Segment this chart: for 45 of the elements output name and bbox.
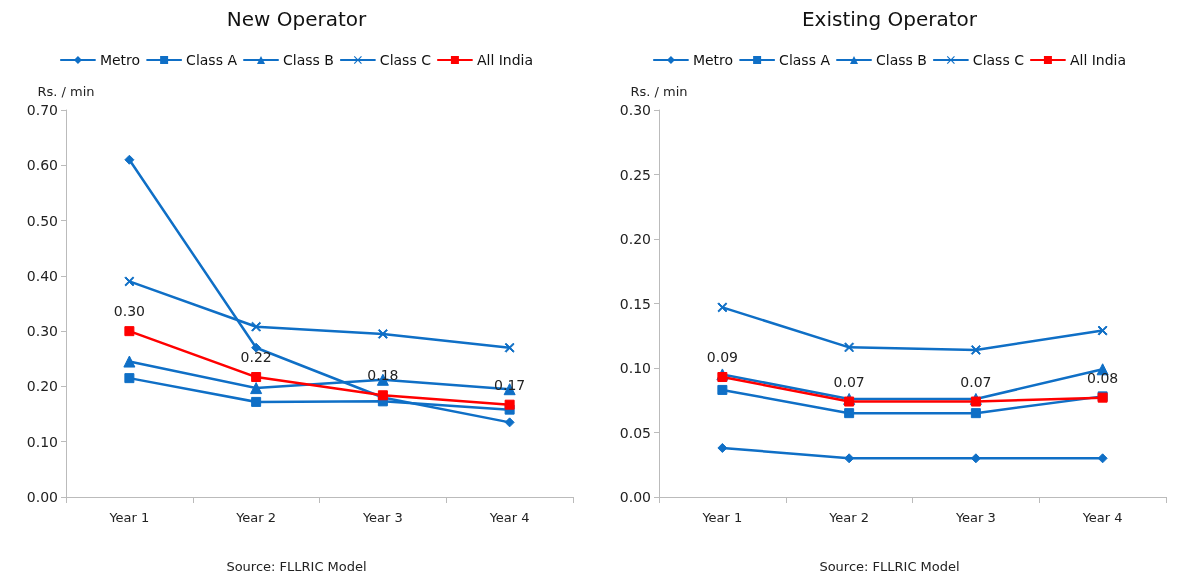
source-note: Source: FLLRIC Model [226,559,367,574]
y-tick-label: 0.00 [619,489,651,505]
y-tick-label: 0.50 [26,212,58,229]
legend-label: Class A [779,52,831,68]
legend-label: Class A [186,52,238,68]
y-tick-label: 0.30 [619,102,651,118]
legend-label: Metro [99,52,141,68]
y-tick-label: 0.40 [26,267,58,284]
y-tick-label: 0.30 [26,323,58,340]
y-tick-label: 0.10 [619,360,651,376]
y-axis-title: Rs. / min [37,84,95,99]
x-tick-label: Year 1 [108,510,150,525]
x-tick-label: Year 3 [361,510,403,525]
x-tick-label: Year 2 [235,510,277,525]
legend-label: Class B [875,52,927,68]
legend-label: Class C [379,52,432,68]
legend-label: All India [1069,52,1127,68]
chart-title: Existing Operator [801,7,978,31]
data-label: 0.09 [706,349,738,366]
x-tick-label: Year 4 [1081,510,1123,525]
y-tick-label: 0.20 [619,231,651,247]
legend-label: All India [476,52,534,68]
y-tick-label: 0.15 [619,295,651,312]
x-tick-label: Year 3 [954,510,996,525]
legend-label: Class B [282,52,334,68]
y-tick-label: 0.05 [619,424,651,441]
source-note: Source: FLLRIC Model [819,559,960,574]
legend-label: Class C [972,52,1025,68]
y-axis-title: Rs. / min [630,84,688,99]
y-tick-label: 0.60 [26,157,58,174]
x-tick-label: Year 4 [488,510,530,525]
x-tick-label: Year 1 [701,510,743,525]
data-label: 0.07 [960,373,992,390]
y-tick-label: 0.00 [26,489,58,505]
chart-title: New Operator [226,7,368,31]
data-label: 0.30 [113,303,145,320]
data-label: 0.07 [833,373,865,390]
y-tick-label: 0.10 [26,433,58,450]
x-tick-label: Year 2 [828,510,870,525]
legend-label: Metro [692,52,734,68]
y-tick-label: 0.25 [619,166,651,183]
data-label: 0.22 [240,349,272,366]
data-label: 0.08 [1087,369,1119,386]
y-tick-label: 0.70 [26,102,58,118]
y-tick-label: 0.20 [26,378,58,395]
